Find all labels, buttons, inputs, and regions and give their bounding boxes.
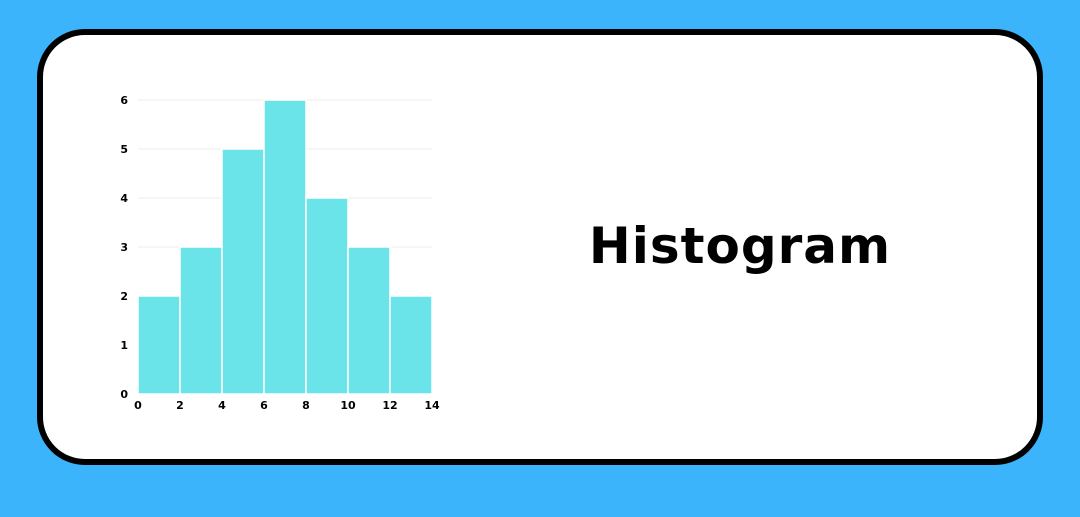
- page-title: Histogram: [588, 217, 892, 275]
